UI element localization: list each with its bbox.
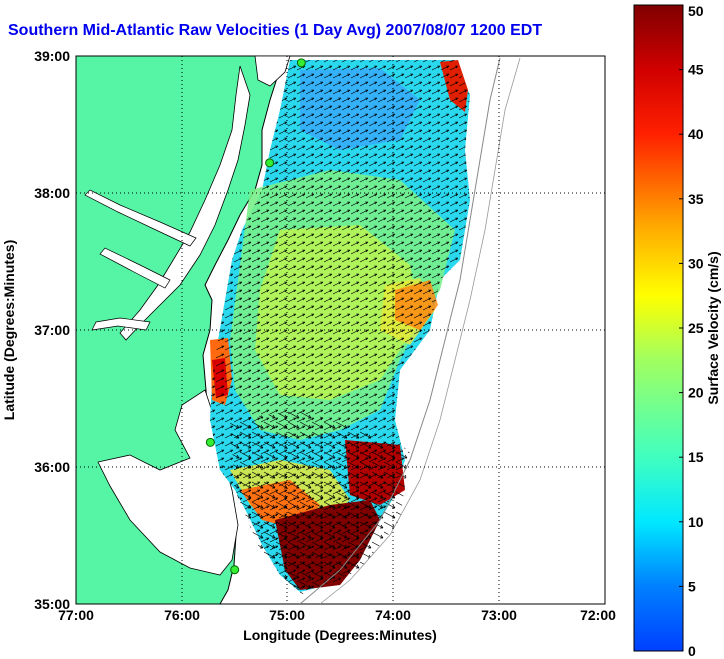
contour-line [319, 57, 521, 604]
x-tick-label: 75:00 [269, 607, 305, 623]
station-marker [296, 58, 306, 68]
colorbar-tick-label: 50 [688, 3, 704, 19]
x-tick-label: 76:00 [164, 607, 200, 623]
grid-lines [76, 56, 605, 604]
colorbar-tick-label: 45 [688, 62, 704, 78]
x-tick-label: 72:00 [580, 607, 616, 623]
x-tick-label: 74:00 [375, 607, 411, 623]
colorbar-tick-label: 30 [688, 255, 704, 271]
colorbar-tick-label: 25 [688, 320, 704, 336]
x-axis-label: Longitude (Degrees:Minutes) [243, 627, 437, 643]
station-marker [230, 565, 240, 575]
station-marker [265, 158, 275, 168]
y-tick-label: 38:00 [34, 185, 70, 201]
colorbar-tick-label: 20 [688, 385, 704, 401]
colorbar-tick-label: 15 [688, 449, 704, 465]
colorbar-tick-label: 5 [688, 578, 696, 594]
delaware-bay [254, 56, 291, 87]
contour-line [299, 57, 501, 604]
potomac-river [84, 189, 197, 247]
y-tick-label: 35:00 [34, 596, 70, 612]
colorbar-ticks: 0 5 10 15 20 25 30 35 40 45 50 [679, 3, 704, 659]
pamlico-sound [97, 389, 239, 576]
colorbar [633, 4, 684, 652]
x-tick-label: 77:00 [58, 607, 94, 623]
y-tick-label: 39:00 [34, 48, 70, 64]
y-tick-label: 36:00 [34, 459, 70, 475]
x-tick-label: 73:00 [481, 607, 517, 623]
colorbar-tick-label: 10 [688, 514, 704, 530]
colorbar-tick-label: 35 [688, 191, 704, 207]
velocity-arrows-south [230, 410, 410, 595]
rappahannock-river [99, 247, 171, 289]
station-markers [205, 58, 306, 575]
colorbar-tick-label: 40 [688, 126, 704, 142]
colorbar-label: Surface Velocity (cm/s) [705, 251, 721, 404]
chesapeake-bay [119, 65, 251, 341]
map-title: Southern Mid-Atlantic Raw Velocities (1 … [8, 22, 543, 39]
y-axis-label: Latitude (Degrees:Minutes) [1, 240, 17, 420]
station-marker [205, 437, 215, 447]
colorbar-tick-label: 0 [688, 643, 696, 659]
y-tick-label: 37:00 [34, 322, 70, 338]
